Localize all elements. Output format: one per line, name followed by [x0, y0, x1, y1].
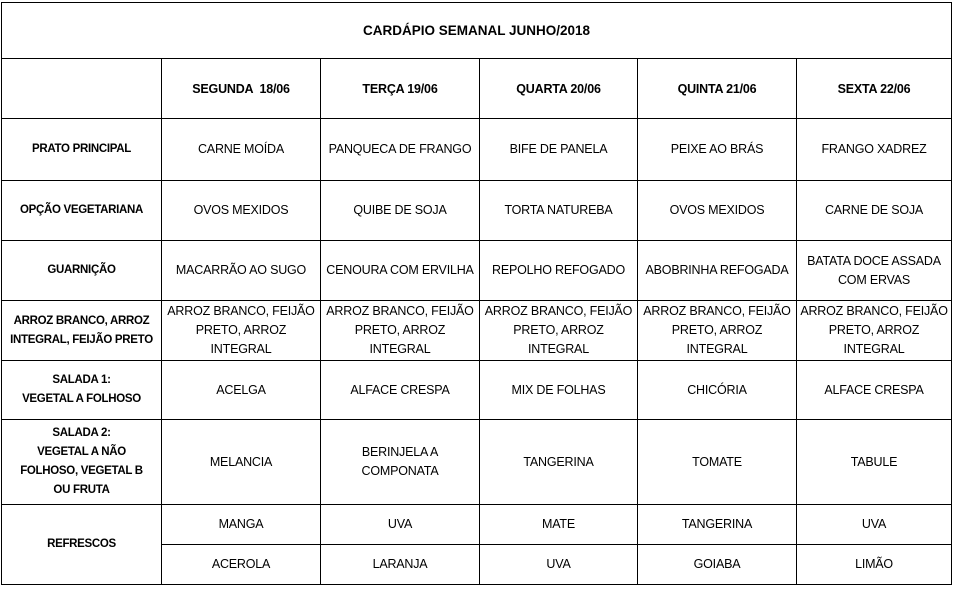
- row-label-prato-principal: PRATO PRINCIPAL: [1, 118, 162, 181]
- day-header-terca: TERÇA 19/06: [320, 58, 480, 119]
- menu-cell: ACEROLA: [161, 544, 321, 585]
- menu-cell: LIMÃO: [795, 544, 953, 585]
- menu-cell: MANGA: [161, 504, 321, 545]
- menu-cell: FRANGO XADREZ: [795, 118, 953, 181]
- menu-cell: CARNE DE SOJA: [795, 180, 953, 241]
- menu-cell: ARROZ BRANCO, FEIJÃO PRETO, ARROZ INTEGR…: [479, 300, 638, 361]
- row-label-salada-1: SALADA 1: VEGETAL A FOLHOSO: [1, 360, 162, 420]
- menu-cell: CENOURA COM ERVILHA: [320, 240, 480, 301]
- menu-cell: TABULE: [795, 419, 953, 505]
- menu-cell: MIX DE FOLHAS: [479, 360, 638, 420]
- menu-cell: BERINJELA A COMPONATA: [320, 419, 480, 505]
- row-label-opcao-vegetariana: OPÇÃO VEGETARIANA: [1, 180, 162, 241]
- row-label-refrescos: REFRESCOS: [1, 504, 162, 585]
- menu-cell: CARNE MOÍDA: [161, 118, 321, 181]
- menu-cell: BATATA DOCE ASSADA COM ERVAS: [795, 240, 953, 301]
- menu-cell: ARROZ BRANCO, FEIJÃO PRETO, ARROZ INTEGR…: [320, 300, 480, 361]
- menu-cell: MACARRÃO AO SUGO: [161, 240, 321, 301]
- menu-cell: ALFACE CRESPA: [795, 360, 953, 420]
- menu-cell: TORTA NATUREBA: [479, 180, 638, 241]
- menu-cell: UVA: [795, 504, 953, 545]
- menu-cell: LARANJA: [320, 544, 480, 585]
- day-header-segunda: SEGUNDA 18/06: [161, 58, 321, 119]
- menu-cell: MELANCIA: [161, 419, 321, 505]
- menu-cell: ARROZ BRANCO, FEIJÃO PRETO, ARROZ INTEGR…: [161, 300, 321, 361]
- menu-cell: QUIBE DE SOJA: [320, 180, 480, 241]
- menu-cell: ALFACE CRESPA: [320, 360, 480, 420]
- menu-cell: CHICÓRIA: [637, 360, 797, 420]
- menu-cell: UVA: [479, 544, 638, 585]
- menu-cell: ARROZ BRANCO, FEIJÃO PRETO, ARROZ INTEGR…: [795, 300, 953, 361]
- menu-cell: OVOS MEXIDOS: [637, 180, 797, 241]
- menu-cell: PEIXE AO BRÁS: [637, 118, 797, 181]
- menu-cell: ABOBRINHA REFOGADA: [637, 240, 797, 301]
- row-label-salada-2: SALADA 2: VEGETAL A NÃO FOLHOSO, VEGETAL…: [1, 419, 162, 505]
- menu-cell: BIFE DE PANELA: [479, 118, 638, 181]
- menu-cell: ARROZ BRANCO, FEIJÃO PRETO, ARROZ INTEGR…: [637, 300, 797, 361]
- menu-cell: PANQUECA DE FRANGO: [320, 118, 480, 181]
- day-header-sexta: SEXTA 22/06: [795, 58, 953, 119]
- day-header-quinta: QUINTA 21/06: [637, 58, 797, 119]
- menu-cell: TANGERINA: [479, 419, 638, 505]
- menu-title: CARDÁPIO SEMANAL JUNHO/2018: [0, 2, 953, 59]
- menu-cell: GOIABA: [637, 544, 797, 585]
- menu-cell: TANGERINA: [637, 504, 797, 545]
- menu-cell: TOMATE: [637, 419, 797, 505]
- row-label-guarnicao: GUARNIÇÃO: [1, 240, 162, 301]
- row-label-arroz-feijao: ARROZ BRANCO, ARROZ INTEGRAL, FEIJÃO PRE…: [1, 300, 162, 361]
- menu-cell: ACELGA: [161, 360, 321, 420]
- menu-cell: REPOLHO REFOGADO: [479, 240, 638, 301]
- menu-cell: UVA: [320, 504, 480, 545]
- menu-cell: OVOS MEXIDOS: [161, 180, 321, 241]
- day-header-quarta: QUARTA 20/06: [479, 58, 638, 119]
- menu-cell: MATE: [479, 504, 638, 545]
- corner-cell: [1, 58, 162, 119]
